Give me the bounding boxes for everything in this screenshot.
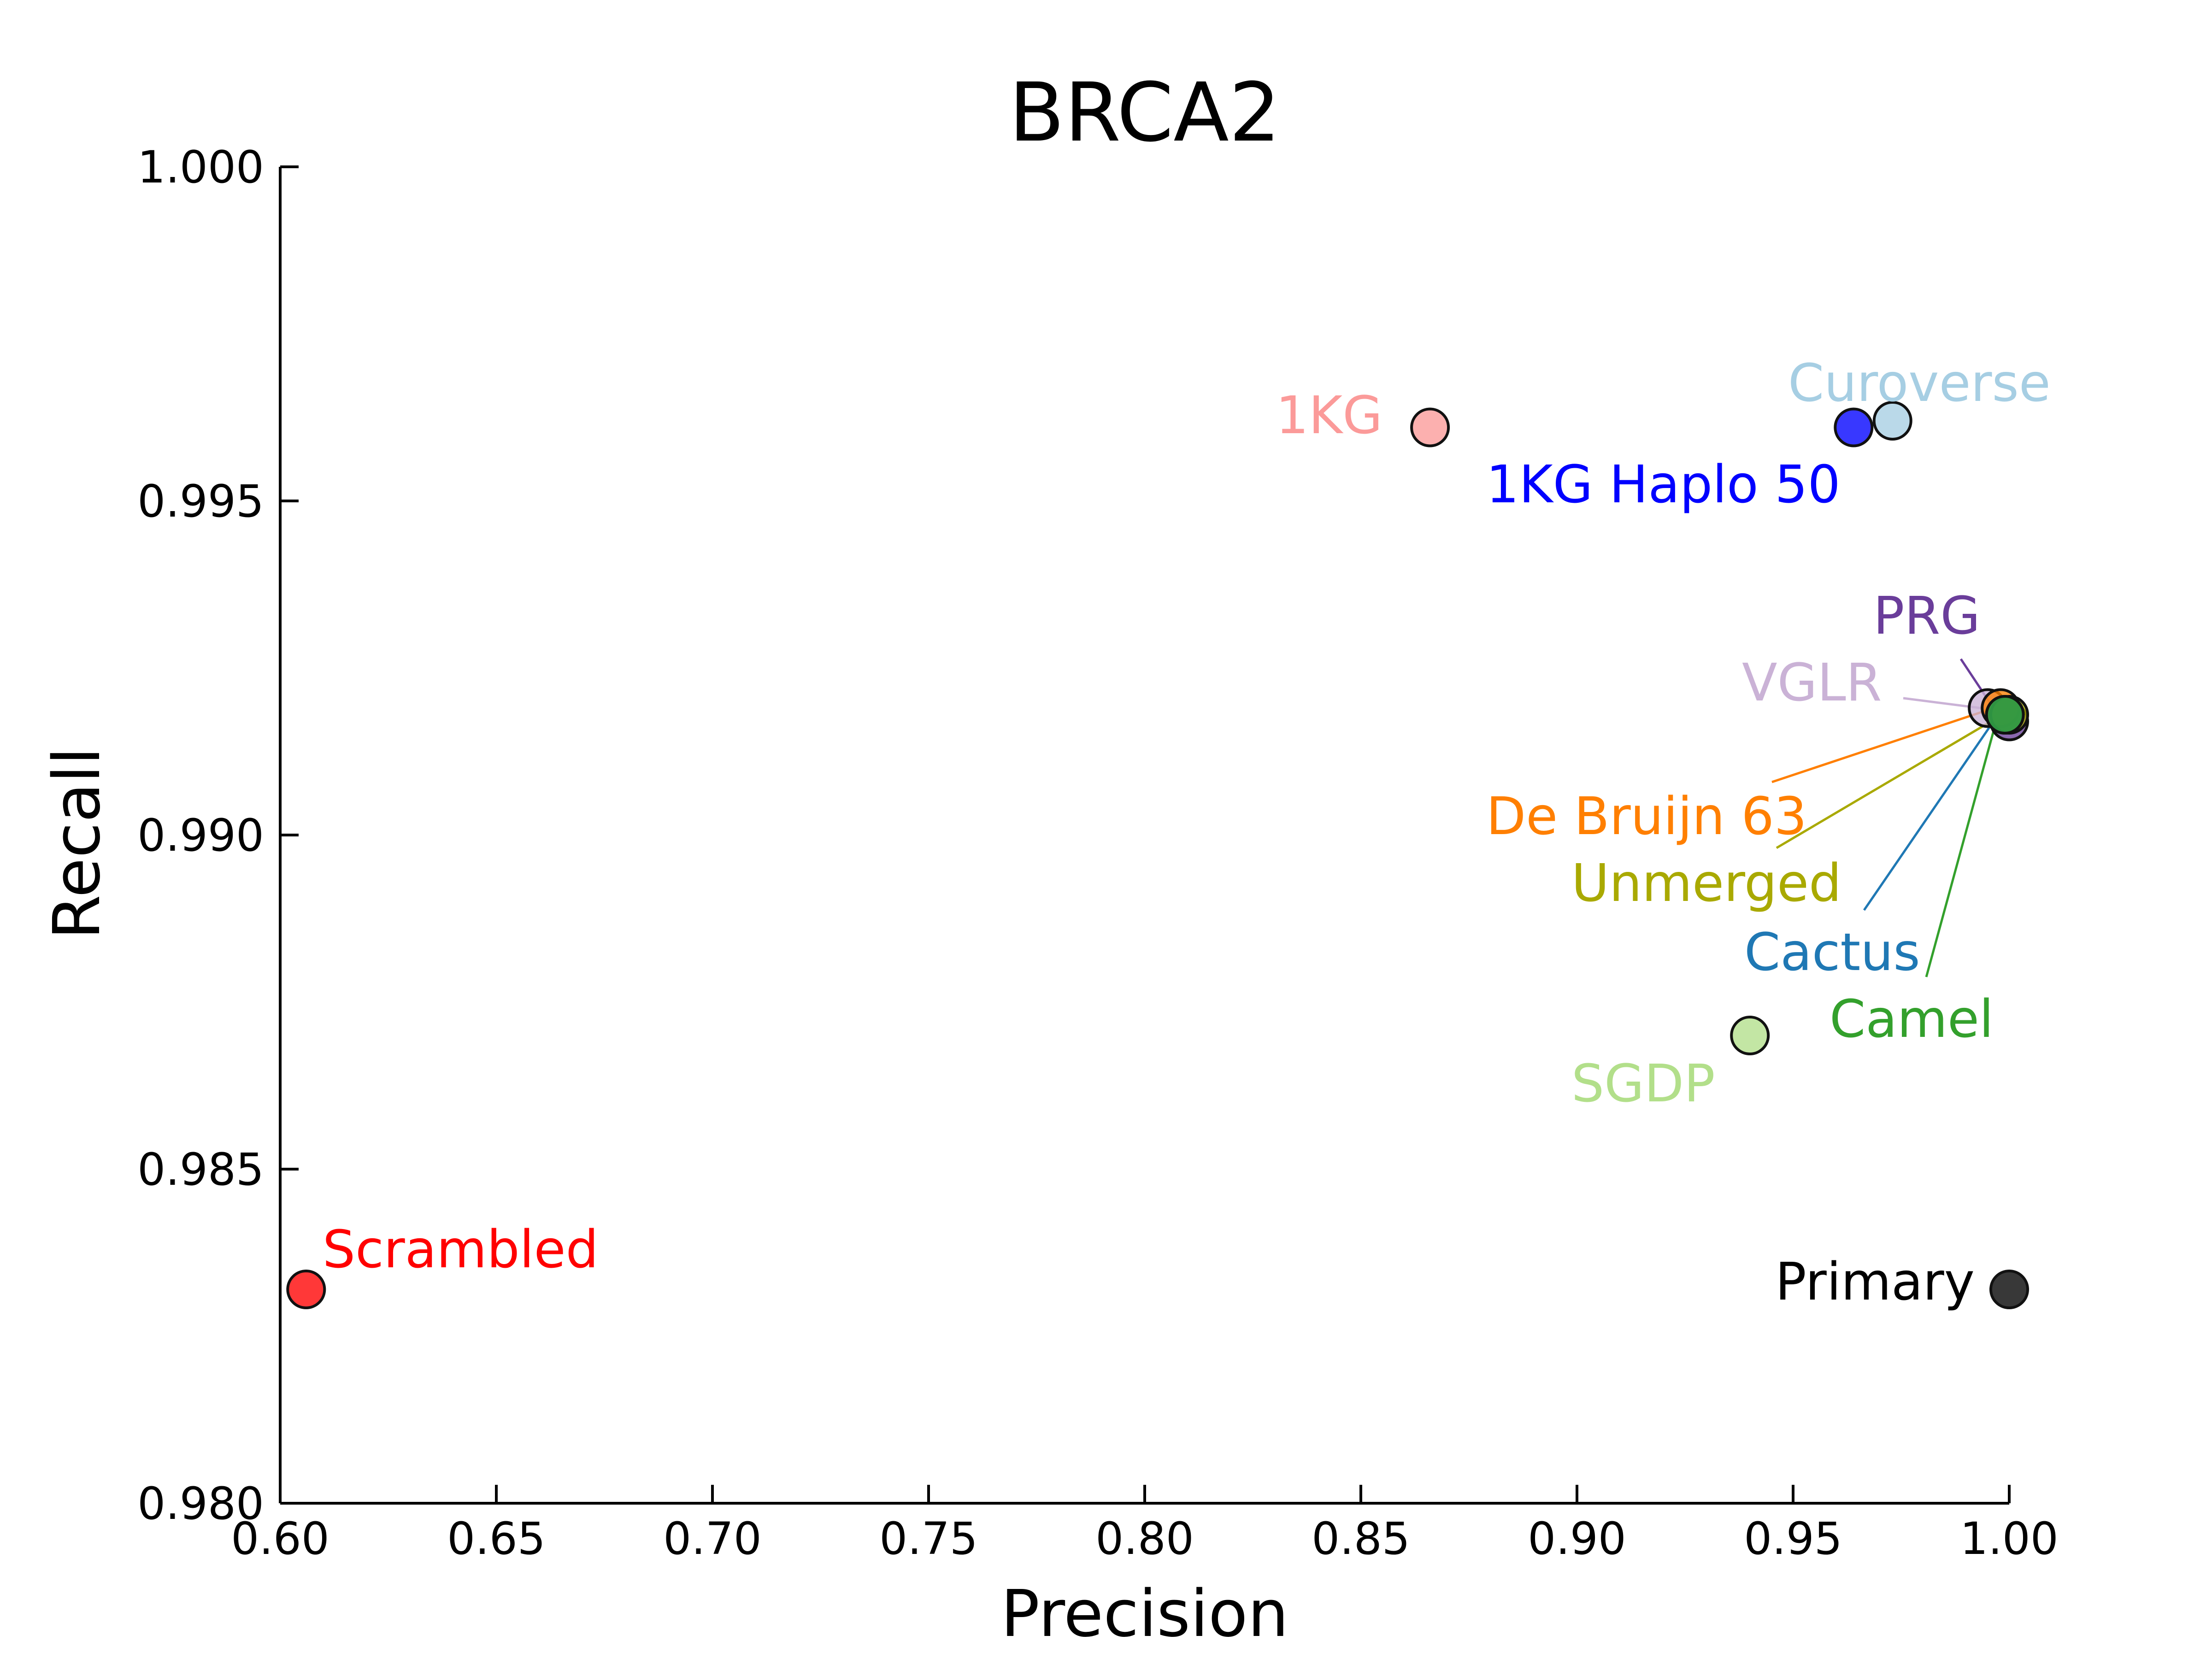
- leader-line: [1925, 714, 2000, 977]
- data-point: [1834, 407, 1874, 447]
- point-label: Unmerged: [1571, 853, 1841, 913]
- point-label: VGLR: [1742, 653, 1882, 713]
- x-tick-label: 0.85: [1312, 1513, 1410, 1565]
- point-label: Primary: [1775, 1252, 1975, 1312]
- data-points: [286, 401, 2029, 1309]
- point-label: 1KG: [1276, 386, 1383, 446]
- point-label: Camel: [1830, 989, 1994, 1049]
- x-tick-label: 0.70: [663, 1513, 762, 1565]
- x-tick-label: 0.65: [447, 1513, 546, 1565]
- leader-line: [1771, 707, 1994, 783]
- point-label: De Bruijn 63: [1486, 787, 1807, 847]
- point-label: SGDP: [1571, 1054, 1715, 1114]
- leader-line: [1863, 714, 1999, 911]
- y-tick-label: 0.985: [137, 1144, 264, 1195]
- leader-lines: [1771, 658, 2004, 977]
- data-point: [1872, 401, 1912, 441]
- data-point: [286, 1270, 326, 1309]
- data-point: [1985, 695, 2025, 735]
- chart-title: BRCA2: [1009, 65, 1281, 160]
- point-labels: Primary Scrambled 1KG 1KG Haplo 50 Curoverse…: [323, 353, 2051, 1312]
- y-axis-label: Recall: [40, 747, 115, 940]
- x-tick-label: 0.90: [1528, 1513, 1626, 1565]
- data-point: [1410, 407, 1450, 447]
- point-label: Curoverse: [1788, 353, 2051, 413]
- x-tick-label: 0.75: [879, 1513, 978, 1565]
- y-tick-label: 1.000: [137, 141, 264, 193]
- data-point: [1730, 1016, 1770, 1055]
- y-tick-label: 0.990: [137, 810, 264, 861]
- leader-line: [1903, 697, 1981, 709]
- point-label: 1KG Haplo 50: [1486, 455, 1841, 515]
- leader-line: [1776, 713, 2003, 849]
- point-label: Cactus: [1744, 923, 1920, 982]
- y-tick-label: 0.995: [137, 476, 264, 527]
- data-point: [1989, 1270, 2029, 1309]
- x-axis-label: Precision: [1001, 1577, 1289, 1652]
- x-tick-label: 0.95: [1744, 1513, 1842, 1565]
- x-tick-label: 0.80: [1095, 1513, 1194, 1565]
- y-tick-label: 0.980: [137, 1478, 264, 1530]
- x-tick-label: 0.60: [231, 1513, 329, 1565]
- point-label: Scrambled: [323, 1220, 599, 1280]
- point-label: PRG: [1873, 586, 1980, 646]
- x-tick-label: 1.00: [1960, 1513, 2059, 1565]
- ticks: 0.60 0.65 0.70 0.75 0.80 0.85 0.90 0.95 1.00 0.98…: [137, 141, 2059, 1565]
